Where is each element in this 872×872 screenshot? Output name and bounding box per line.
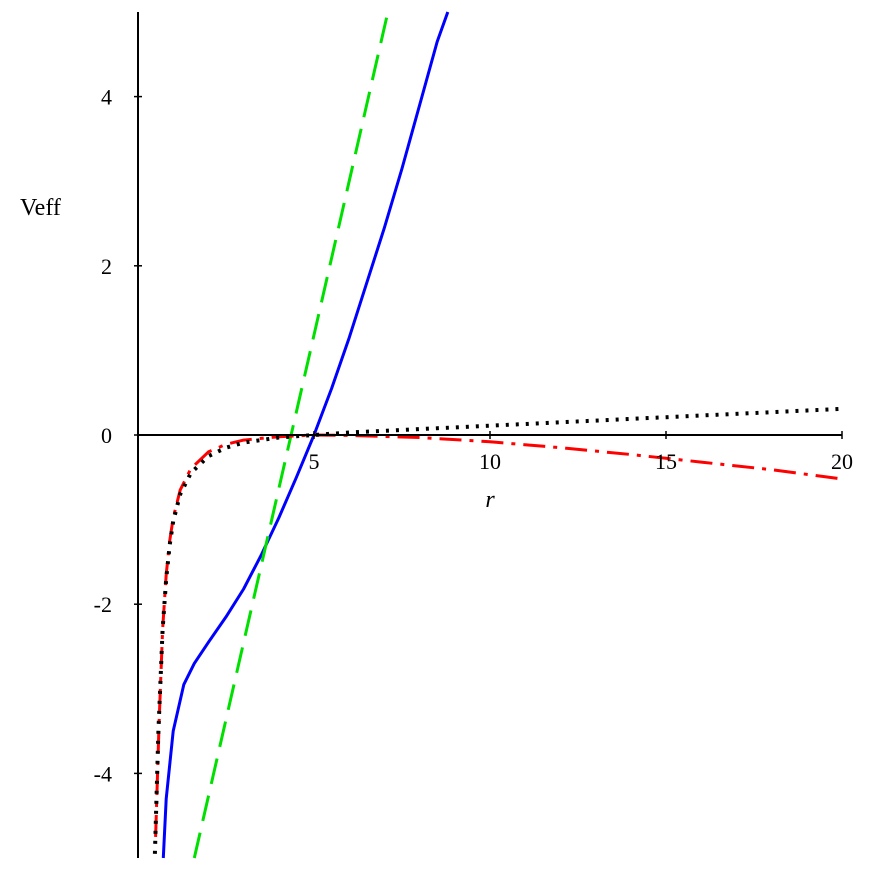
- series-3-line: [154, 433, 843, 837]
- series-1-line: [161, 11, 450, 859]
- y-tick-label: 2: [101, 254, 112, 279]
- x-tick-label: 5: [309, 449, 320, 474]
- y-tick-label: -2: [94, 592, 112, 617]
- y-tick-label: 4: [101, 85, 112, 110]
- tick-layer: 5 10 15 20 -4 -2 0 2 4: [94, 85, 853, 787]
- x-tick-label: 15: [655, 449, 677, 474]
- y-tick-label: 0: [101, 423, 112, 448]
- x-tick-label: 20: [831, 449, 853, 474]
- series-4-line: [152, 406, 843, 854]
- y-tick-label: -4: [94, 761, 112, 786]
- x-axis-title: r: [485, 487, 495, 513]
- y-axis-title: Veff: [20, 195, 61, 221]
- x-tick-label: 10: [479, 449, 501, 474]
